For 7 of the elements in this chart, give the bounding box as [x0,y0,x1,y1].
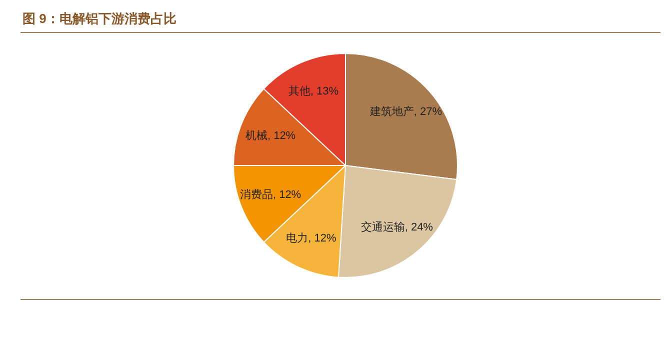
slice-label: 建筑地产, 27% [368,105,442,118]
slice-label: 机械, 12% [245,128,296,142]
slice-label: 交通运输, 24% [360,220,434,234]
slice-label: 其他, 13% [288,84,339,98]
slice-label: 电力, 12% [286,231,336,244]
text: 图 9：电解铝下游消费占比 [22,11,176,26]
slice-label: 消费品, 12% [240,188,302,202]
